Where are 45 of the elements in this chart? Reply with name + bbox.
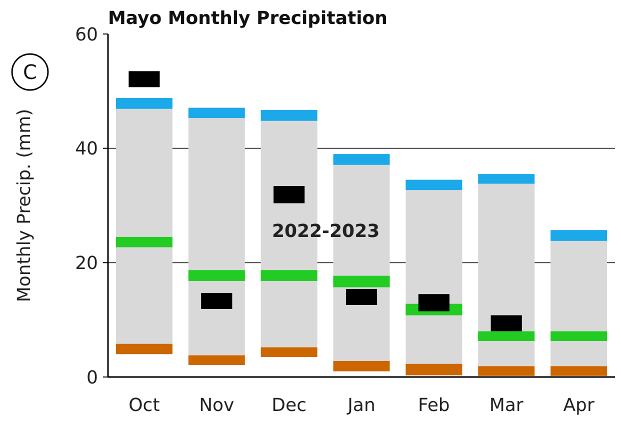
bar	[260, 110, 318, 121]
bar	[478, 331, 535, 341]
bar	[406, 364, 462, 376]
bar	[478, 184, 535, 366]
y-tick-label: 0	[86, 367, 98, 388]
bar	[260, 270, 318, 281]
bar	[116, 344, 172, 354]
bar	[260, 347, 318, 357]
bar	[406, 180, 462, 190]
x-tick-label: Nov	[199, 395, 235, 416]
x-tick-label: Feb	[418, 395, 450, 416]
bar	[188, 355, 245, 365]
y-tick-label: 20	[75, 252, 98, 274]
bar	[478, 174, 535, 184]
text: C	[23, 60, 37, 84]
bar	[116, 236, 172, 248]
bar	[550, 230, 608, 241]
x-tick-label: Jan	[346, 395, 376, 416]
bar	[550, 240, 608, 366]
bar	[550, 331, 608, 341]
bar	[333, 276, 390, 288]
bar	[188, 108, 245, 118]
y-tick-label: 60	[75, 24, 98, 46]
bar	[478, 366, 535, 376]
series-label: 2022-2023	[272, 220, 380, 242]
y-axis-title: Monthly Precip. (mm)	[14, 108, 35, 302]
bar	[346, 288, 378, 305]
bar	[201, 292, 232, 309]
bar	[274, 186, 305, 204]
bar	[550, 366, 608, 376]
bar	[188, 118, 245, 356]
bar	[333, 360, 390, 372]
bar	[116, 108, 172, 344]
bar	[418, 294, 450, 312]
x-tick-label: Dec	[272, 395, 306, 416]
bar	[490, 315, 522, 332]
chart-title: Mayo Monthly Precipitation	[108, 8, 388, 29]
y-tick-label: 40	[75, 138, 98, 160]
bar	[333, 154, 390, 165]
x-tick-label: Oct	[128, 395, 160, 416]
bar	[116, 98, 172, 109]
bar	[188, 270, 245, 281]
x-tick-label: Mar	[489, 395, 524, 416]
bar	[128, 71, 160, 88]
x-tick-label: Apr	[563, 395, 595, 416]
